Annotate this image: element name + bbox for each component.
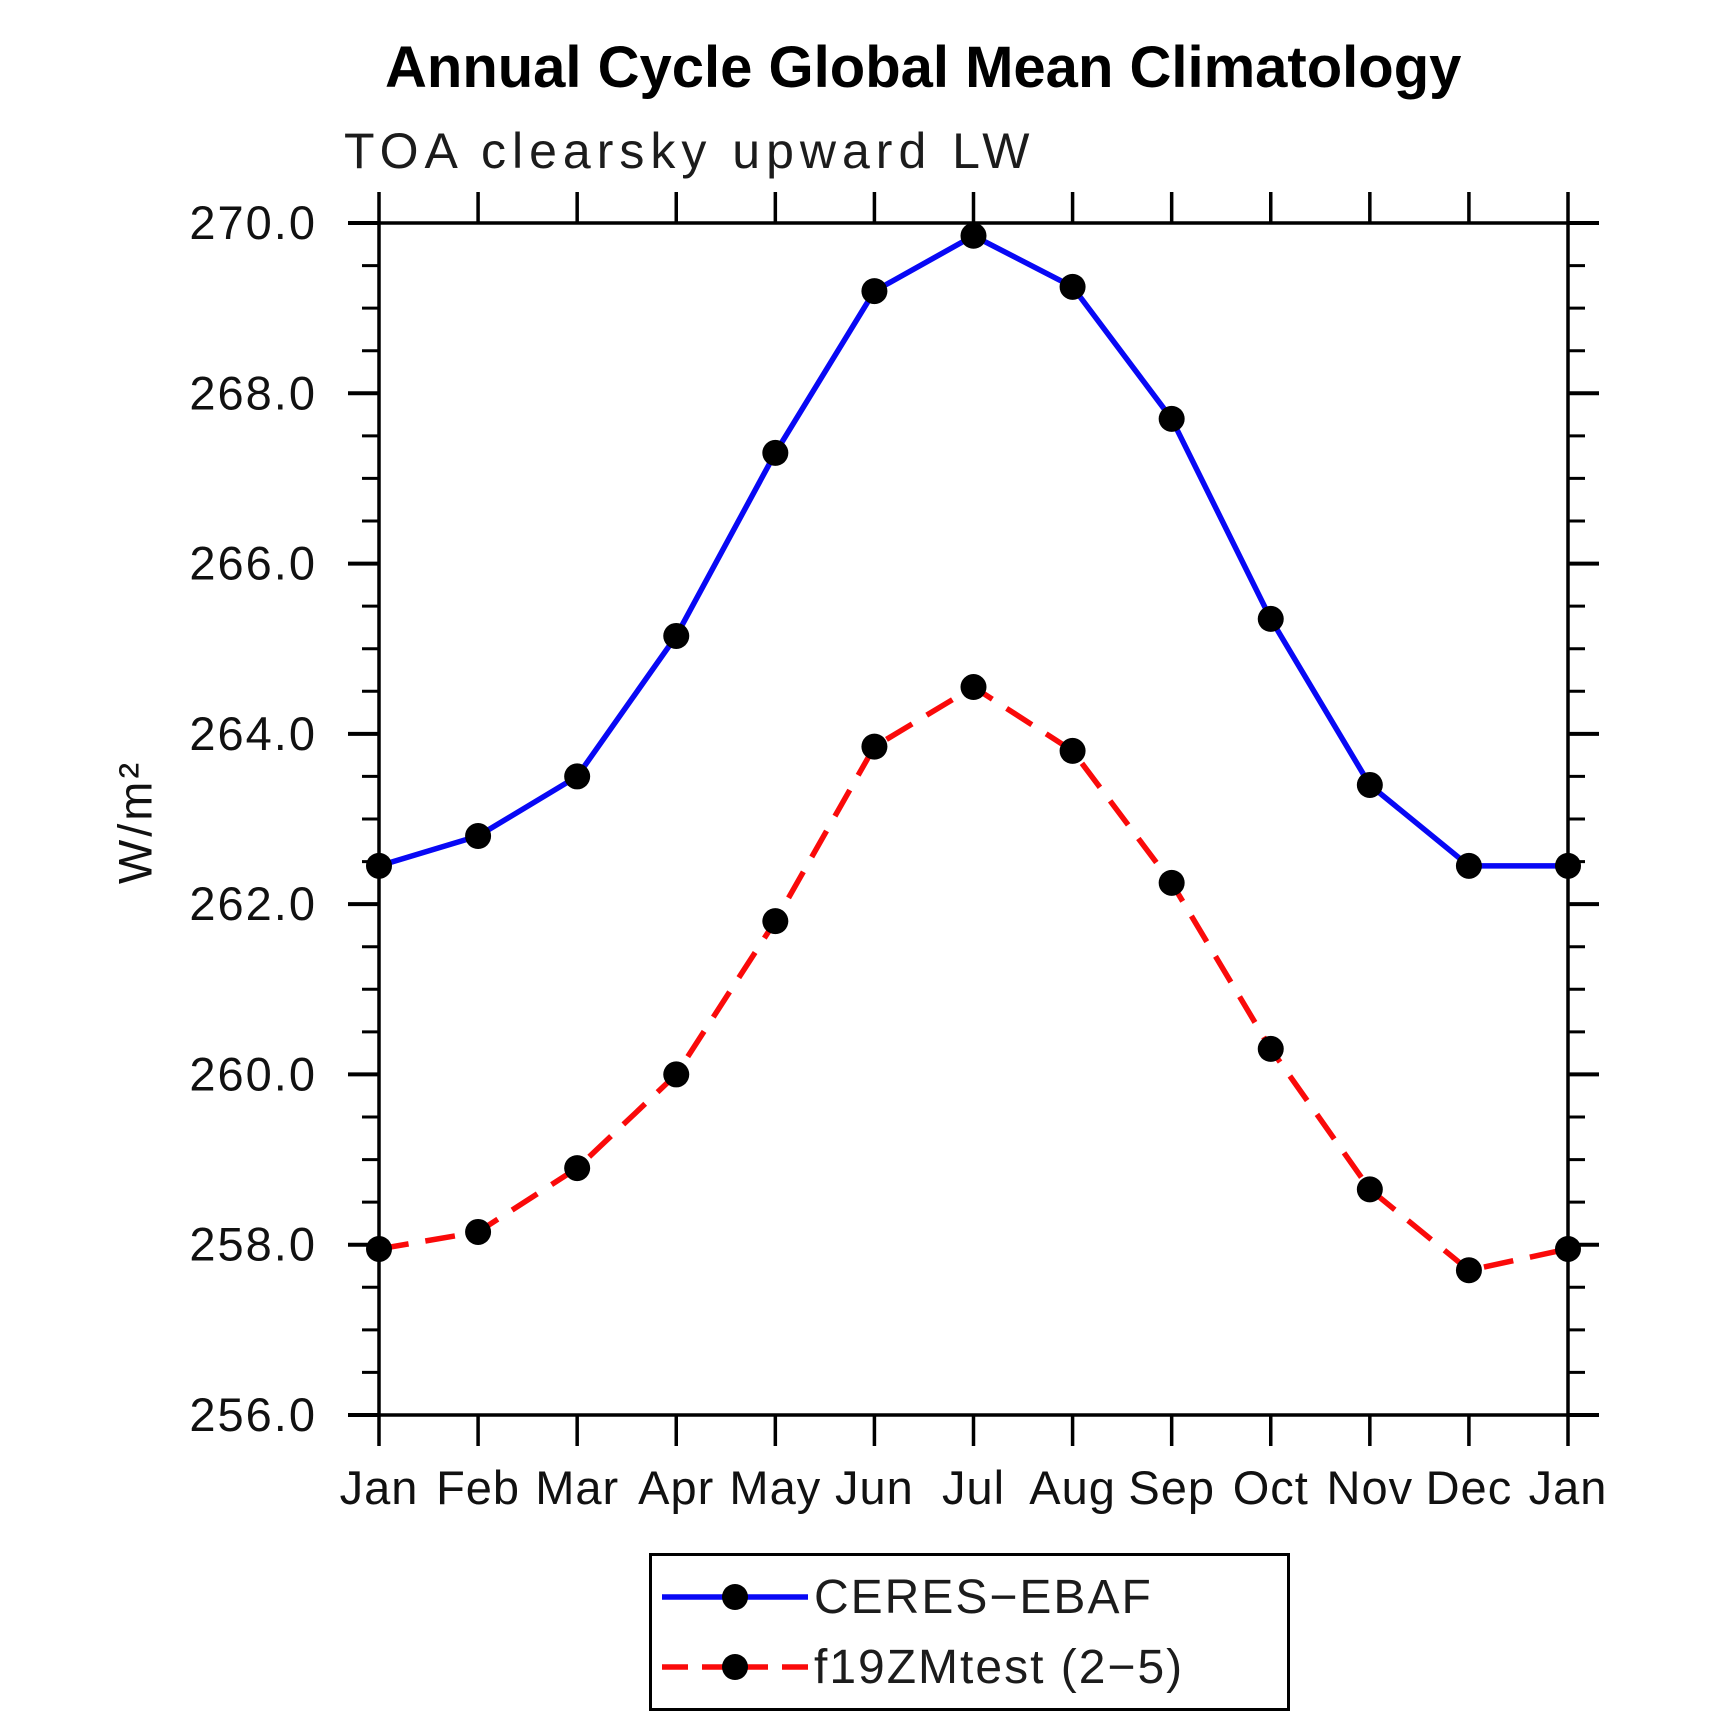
data-point-ceres-ebaf: [1059, 273, 1086, 300]
series-line-ceres-ebaf: [378, 233, 1568, 869]
data-point-f19zmtest-2-5: [663, 1061, 690, 1088]
data-point-f19zmtest-2-5: [1257, 1035, 1284, 1062]
data-point-f19zmtest-2-5: [960, 674, 987, 701]
plot-frame: [377, 221, 1570, 1417]
data-point-ceres-ebaf: [861, 278, 888, 305]
data-point-f19zmtest-2-5: [1455, 1257, 1482, 1284]
data-point-ceres-ebaf: [1555, 852, 1581, 879]
legend-dot-marker-icon: [722, 1584, 748, 1610]
data-point-ceres-ebaf: [1158, 405, 1185, 432]
data-point-f19zmtest-2-5: [762, 908, 789, 935]
legend-label: f19ZMtest (2−5): [814, 1640, 1185, 1694]
y-axis-label: 260.0: [189, 1047, 317, 1100]
x-axis-label: Apr: [638, 1461, 714, 1514]
data-point-f19zmtest-2-5: [465, 1218, 492, 1245]
legend-marker-solid-line-icon: [662, 1584, 808, 1610]
data-point-f19zmtest-2-5: [1158, 869, 1185, 896]
data-point-f19zmtest-2-5: [1555, 1235, 1581, 1262]
data-point-ceres-ebaf: [960, 222, 987, 249]
data-point-f19zmtest-2-5: [564, 1155, 591, 1182]
legend-entry-f19zmtest: f19ZMtest (2−5): [660, 1632, 1287, 1702]
data-point-f19zmtest-2-5: [861, 733, 888, 760]
data-point-ceres-ebaf: [366, 852, 392, 879]
data-point-f19zmtest-2-5: [366, 1235, 392, 1262]
y-axis-label: 256.0: [189, 1388, 317, 1441]
x-axis-label: Jan: [1529, 1461, 1608, 1514]
chart-title: Annual Cycle Global Mean Climatology: [385, 35, 1462, 100]
x-axis-label: Mar: [535, 1461, 619, 1514]
data-point-ceres-ebaf: [1356, 771, 1383, 798]
data-point-ceres-ebaf: [1455, 852, 1482, 879]
data-point-f19zmtest-2-5: [1356, 1176, 1383, 1203]
y-axis-label: 266.0: [189, 537, 317, 590]
legend-entry-ceres-ebaf: CERES−EBAF: [660, 1562, 1287, 1632]
x-axis-label: Feb: [436, 1461, 520, 1514]
x-axis-label: Sep: [1128, 1461, 1215, 1514]
legend-box: CERES−EBAF f19ZMtest (2−5): [649, 1553, 1290, 1711]
series-line-f19zmtest-2-5: [378, 684, 1569, 1274]
y-axis-label: 258.0: [189, 1218, 317, 1271]
y-axis-label: 270.0: [189, 196, 317, 249]
data-point-ceres-ebaf: [663, 622, 690, 649]
data-point-f19zmtest-2-5: [1059, 737, 1086, 764]
legend-marker-dashed-line-icon: [662, 1654, 808, 1680]
legend-dot-marker-icon: [722, 1654, 748, 1680]
chart-subtitle: TOA clearsky upward LW: [344, 123, 1036, 179]
x-axis-label: Aug: [1029, 1461, 1116, 1514]
x-axis-label: May: [729, 1461, 821, 1514]
y-axis-label: 268.0: [189, 366, 317, 419]
data-point-ceres-ebaf: [564, 763, 591, 790]
x-axis-label: Nov: [1327, 1461, 1414, 1514]
y-axis-label: 264.0: [189, 707, 317, 760]
y-axis-label: 262.0: [189, 877, 317, 930]
x-axis-label: Jan: [340, 1461, 419, 1514]
legend-label: CERES−EBAF: [814, 1570, 1153, 1624]
x-axis-label: Dec: [1426, 1461, 1513, 1514]
data-point-ceres-ebaf: [465, 823, 492, 850]
x-axis-label: Jul: [942, 1461, 1005, 1514]
x-axis-label: Jun: [835, 1461, 914, 1514]
x-axis-label: Oct: [1233, 1461, 1309, 1514]
data-point-ceres-ebaf: [1257, 605, 1284, 632]
data-point-ceres-ebaf: [762, 439, 789, 466]
